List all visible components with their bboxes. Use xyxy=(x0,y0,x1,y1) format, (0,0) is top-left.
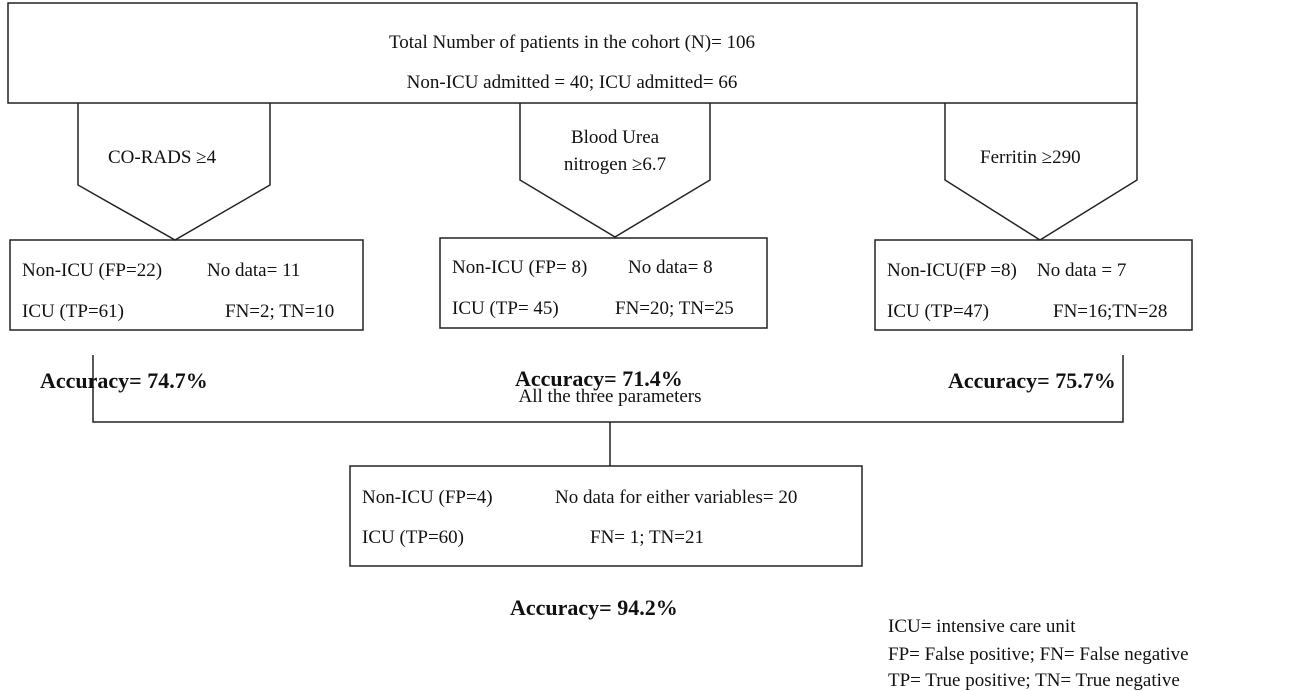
result-box xyxy=(9,239,364,331)
criterion-label: Ferritin ≥290 xyxy=(980,147,1081,168)
combined-box xyxy=(349,465,863,567)
result-box xyxy=(439,237,768,329)
accuracy: Accuracy= 94.2% xyxy=(510,595,678,620)
result-text: ICU (TP=60) xyxy=(362,527,464,548)
criterion-arrow xyxy=(944,103,1138,241)
legend-text: TP= True positive; TN= True negative xyxy=(888,670,1180,691)
legend-text: FP= False positive; FN= False negative xyxy=(888,644,1189,665)
result-text: ICU (TP=61) xyxy=(22,301,124,322)
result-text: Non-ICU (FP=4) xyxy=(362,487,493,508)
criterion-arrow xyxy=(519,103,711,238)
result-text: ICU (TP=47) xyxy=(887,301,989,322)
accuracy: Accuracy= 75.7% xyxy=(948,368,1116,393)
result-text: Non-ICU (FP= 8) xyxy=(452,257,587,278)
result-box xyxy=(874,239,1193,331)
result-text: FN=16;TN=28 xyxy=(1053,301,1167,322)
result-text: FN=20; TN=25 xyxy=(615,298,734,319)
result-text: No data for either variables= 20 xyxy=(555,487,797,508)
result-text: No data= 8 xyxy=(628,257,713,278)
bracket-label: All the three parameters xyxy=(518,386,701,407)
criterion-label: nitrogen ≥6.7 xyxy=(564,154,666,175)
legend-text: ICU= intensive care unit xyxy=(888,616,1076,637)
bracket xyxy=(92,355,1124,466)
criterion-label: Blood Urea xyxy=(571,127,660,148)
result-text: Non-ICU(FP =8) xyxy=(887,260,1017,281)
result-text: FN=2; TN=10 xyxy=(225,301,334,322)
cohort-box xyxy=(7,2,1138,104)
accuracy: Accuracy= 71.4% xyxy=(515,366,683,391)
result-text: ICU (TP= 45) xyxy=(452,298,559,319)
result-text: Non-ICU (FP=22) xyxy=(22,260,162,281)
header-text: Non-ICU admitted = 40; ICU admitted= 66 xyxy=(407,72,738,93)
criterion-label: CO-RADS ≥4 xyxy=(108,147,217,168)
result-text: No data = 7 xyxy=(1037,260,1126,281)
result-text: FN= 1; TN=21 xyxy=(590,527,704,548)
criterion-arrow xyxy=(77,103,271,241)
header-text: Total Number of patients in the cohort (… xyxy=(389,32,755,53)
accuracy: Accuracy= 74.7% xyxy=(40,368,208,393)
result-text: No data= 11 xyxy=(207,260,300,281)
